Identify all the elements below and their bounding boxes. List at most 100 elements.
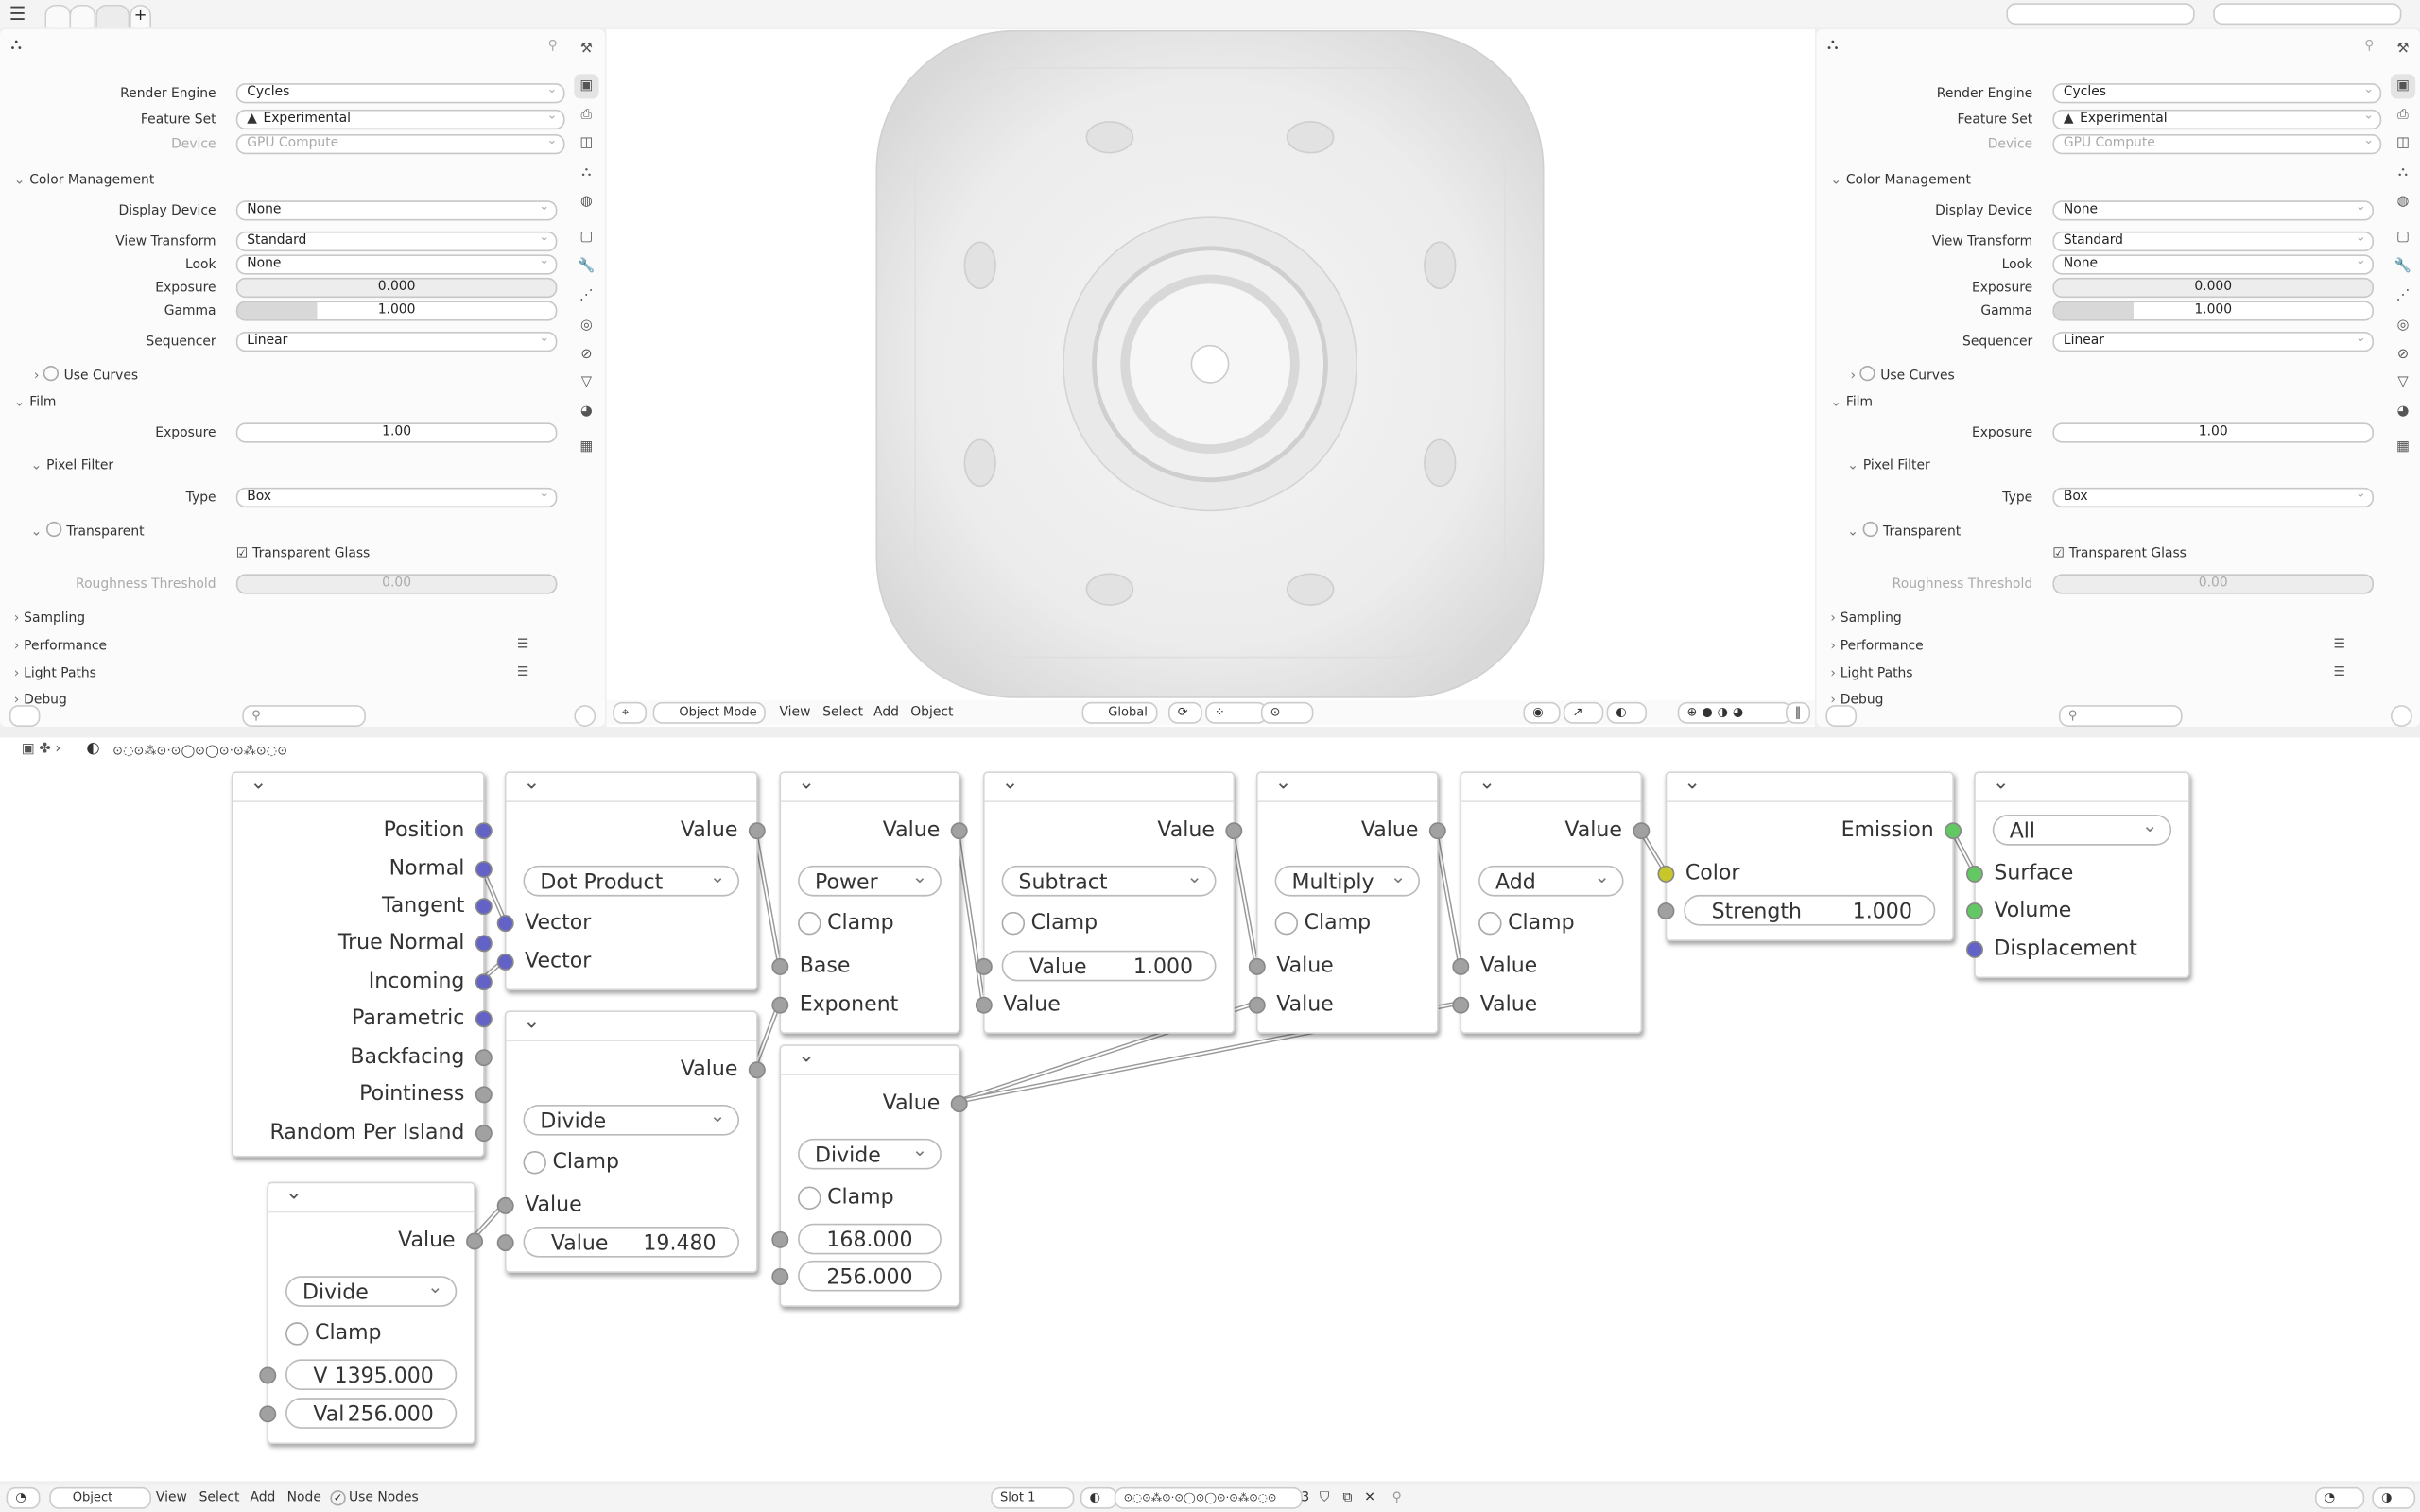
collapse-chevron-icon[interactable]: ⌄ [1478, 771, 1495, 795]
panel-color-management[interactable]: ⌄ Color Management [1830, 171, 1971, 190]
panel-debug[interactable]: › Debug [1830, 691, 1883, 710]
node-header[interactable]: ⌄ [1257, 771, 1437, 802]
operation-dropdown[interactable]: Subtract [1001, 861, 1217, 897]
operation-dropdown[interactable]: Dot Product [523, 861, 740, 897]
panel-use-curves[interactable]: › Use Curves [1851, 365, 1955, 385]
clamp-checkbox[interactable] [1001, 911, 1026, 936]
output-tab-icon[interactable]: ⎙ [2397, 108, 2409, 124]
feature_set-field[interactable]: ▲ Experimental [235, 107, 565, 130]
node-header[interactable]: ⌄ [984, 771, 1234, 802]
use_curves-checkbox[interactable] [43, 365, 60, 382]
operation-dropdown[interactable]: All [1992, 810, 2172, 846]
value-field[interactable]: Val 256.000 [285, 1398, 458, 1429]
value-field[interactable]: 256.000 [798, 1260, 942, 1292]
shader-node[interactable]: ⌄ Position Normal Tangent True Normal Incomin… [231, 771, 493, 1158]
display_device-field[interactable]: None [235, 198, 558, 221]
input-socket[interactable] [1452, 995, 1470, 1013]
slot-dropdown[interactable]: Slot 1 [991, 1486, 1075, 1509]
panel-film[interactable]: ⌄ Film [14, 393, 57, 412]
collapse-chevron-icon[interactable]: ⌄ [1274, 771, 1292, 795]
tool-tab-icon[interactable]: ⚒ [2396, 42, 2410, 58]
operation-dropdown[interactable]: Power [798, 861, 942, 897]
input-socket[interactable] [771, 1267, 789, 1285]
input-socket[interactable] [496, 914, 514, 932]
exposure-field[interactable]: 0.000 [2052, 277, 2375, 299]
input-socket[interactable] [496, 953, 514, 971]
data-tab-icon[interactable]: ▽ [2397, 374, 2409, 391]
workspace-tab[interactable] [69, 4, 96, 28]
type-field[interactable]: Box [235, 485, 558, 508]
node-header[interactable]: ⌄ [781, 771, 959, 802]
workspace-tab[interactable] [44, 4, 72, 28]
use-nodes-checkbox[interactable]: ✓ [330, 1490, 346, 1506]
feature_set-field[interactable]: ▲ Experimental [2052, 107, 2382, 130]
panel-pixel-filter[interactable]: ⌄ Pixel Filter [1847, 456, 1929, 475]
output-tab-icon[interactable]: ⎙ [580, 108, 593, 124]
output-socket[interactable] [950, 821, 968, 839]
output-socket[interactable] [475, 1009, 493, 1027]
world-tab-icon[interactable]: ◍ [579, 194, 593, 211]
pin-icon[interactable]: ⚲ [547, 38, 558, 55]
object-tab-icon[interactable]: ▢ [2396, 230, 2410, 246]
constraints-tab-icon[interactable]: ⊘ [2396, 347, 2410, 363]
output-socket[interactable] [475, 1048, 493, 1066]
constraints-tab-icon[interactable]: ⊘ [580, 347, 593, 363]
input-socket[interactable] [1657, 902, 1675, 919]
editor-type-icon[interactable] [9, 705, 41, 727]
view_transform-field[interactable]: Standard [2052, 229, 2375, 252]
use_curves-checkbox[interactable] [1860, 365, 1876, 382]
menu-add[interactable]: Add [250, 1490, 276, 1506]
panel-use-curves[interactable]: › Use Curves [34, 365, 138, 385]
view-layer-selector[interactable] [2213, 3, 2402, 26]
panel-performance[interactable]: › Performance [14, 637, 107, 656]
output-socket[interactable] [475, 821, 493, 839]
input-socket[interactable] [975, 957, 993, 975]
overlay-icon[interactable]: ◐ [1606, 701, 1648, 724]
clamp-checkbox[interactable] [1478, 911, 1502, 936]
unlink-material-icon[interactable]: ✕ [1364, 1490, 1375, 1506]
look-field[interactable]: None [235, 251, 558, 275]
node-editor[interactable]: ▣ ✤ › ◐ ⊙◌⊙⁂⊙·⊙◯⊙◯⊙·⊙⁂⊙◌⊙ ⌄ Position Norma… [0, 737, 2420, 1482]
output-socket[interactable] [475, 897, 493, 915]
output-socket[interactable] [748, 1060, 766, 1078]
object-type-dropdown[interactable]: Object [49, 1486, 151, 1509]
scene-tab-icon[interactable]: ⛬ [2397, 164, 2409, 181]
node-header[interactable]: ⌄ [233, 771, 484, 802]
clamp-checkbox[interactable] [285, 1322, 309, 1346]
workspace-tab[interactable] [95, 4, 130, 28]
3d-viewport[interactable] [606, 29, 1815, 727]
shader-node[interactable]: ⌄ Value Dot Product Vector Vector [496, 771, 766, 991]
input-socket[interactable] [1965, 865, 1983, 883]
transform-orientation-dropdown[interactable]: Global [1081, 701, 1157, 724]
input-socket[interactable] [1248, 995, 1266, 1013]
transparent-checkbox[interactable] [46, 521, 62, 538]
operation-dropdown[interactable]: Divide [523, 1100, 740, 1136]
node-header[interactable]: ⌄ [1975, 771, 2189, 802]
node-header[interactable]: ⌄ [1461, 771, 1641, 802]
object-tab-icon[interactable]: ▢ [579, 230, 594, 246]
shader-node[interactable]: ⌄ Value Divide Clamp 168.000 256.000 [771, 1044, 968, 1307]
data-tab-icon[interactable]: ▽ [580, 374, 593, 391]
look-field[interactable]: None [2052, 251, 2375, 275]
shader-node[interactable]: ⌄ Emission Color Strength 1.000 [1657, 771, 1962, 941]
panel-debug[interactable]: › Debug [14, 691, 67, 710]
overlay-icon[interactable]: ◔ [2314, 1486, 2365, 1509]
output-socket[interactable] [466, 1231, 484, 1249]
breadcrumb-material[interactable]: ⊙◌⊙⁂⊙·⊙◯⊙◯⊙·⊙⁂⊙◌⊙ [112, 743, 288, 758]
shader-node[interactable]: ⌄ Value Divide Clamp Value Value 19.480 [496, 1010, 766, 1273]
menu-view[interactable]: View [779, 705, 811, 721]
physics-tab-icon[interactable]: ◎ [579, 318, 593, 334]
panel-transparent[interactable]: ⌄ Transparent [1847, 521, 1961, 540]
render-tab-icon[interactable]: ▣ [2390, 74, 2416, 99]
input-socket[interactable] [1657, 865, 1675, 883]
panel-film[interactable]: ⌄ Film [1830, 393, 1873, 412]
collapse-chevron-icon[interactable]: ⌄ [523, 1010, 541, 1034]
node-header[interactable]: ⌄ [506, 771, 756, 802]
search-field[interactable]: ⚲ [2058, 705, 2183, 727]
tool-tab-icon[interactable]: ⚒ [579, 42, 593, 58]
list-icon[interactable]: ☰ [516, 664, 529, 680]
node-header[interactable]: ⌄ [1667, 771, 1953, 802]
input-socket[interactable] [259, 1404, 277, 1422]
output-socket[interactable] [475, 1124, 493, 1142]
